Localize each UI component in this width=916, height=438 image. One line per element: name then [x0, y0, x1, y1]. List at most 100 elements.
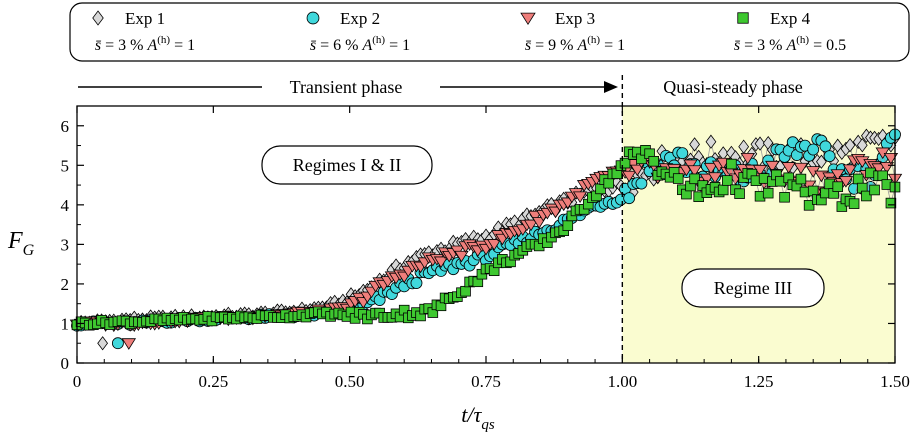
data-point — [823, 150, 836, 163]
data-point — [603, 177, 614, 189]
data-point — [527, 210, 543, 223]
data-point — [687, 165, 702, 177]
data-point — [869, 184, 880, 196]
data-point — [830, 169, 845, 181]
legend-frame — [69, 2, 910, 62]
legend-label: Exp 4 — [770, 9, 811, 28]
data-point — [885, 197, 897, 209]
legend-item: Exp 1 s̄ = 3 % A(h) = 1 — [92, 9, 195, 54]
data-point — [734, 188, 745, 199]
regime-3-label: Regime III — [714, 278, 792, 298]
data-point — [623, 192, 636, 205]
data-point — [703, 162, 719, 175]
data-point — [433, 256, 449, 269]
data-point — [460, 285, 471, 297]
legend: Exp 1 s̄ = 3 % A(h) = 1 Exp 2 s̄ = 6 % A(h)… — [69, 2, 910, 62]
y-tick-label: 2 — [61, 275, 70, 294]
regime-1-2-frame — [261, 145, 433, 185]
quasi-steady-phase-label: Quasi-steady phase — [663, 77, 802, 97]
outlier-point — [121, 338, 137, 350]
data-point — [740, 152, 755, 165]
y-axis-label-sub: G — [23, 242, 35, 259]
x-tick-label: 0 — [73, 372, 82, 391]
data-point — [807, 143, 820, 156]
regime-1-2-box: Regimes I & II — [261, 145, 433, 185]
legend-params: s̄ = 9 % A(h) = 1 — [525, 34, 625, 54]
data-point — [705, 134, 717, 149]
data-point — [883, 152, 899, 165]
legend-marker — [520, 12, 536, 26]
legend-params: s̄ = 3 % A(h) = 0.5 — [734, 34, 846, 54]
x-tick-label: 1.50 — [880, 372, 910, 391]
y-tick-label: 4 — [61, 196, 70, 215]
data-point — [523, 219, 539, 232]
data-point — [699, 173, 715, 186]
legend-item: Exp 4 s̄ = 3 % A(h) = 0.5 — [734, 9, 846, 54]
phase-header: Transient phase Quasi-steady phase — [78, 77, 803, 97]
data-point — [793, 162, 809, 175]
data-point — [762, 187, 774, 199]
data-point — [486, 239, 502, 251]
data-point — [676, 147, 689, 160]
data-point — [844, 138, 856, 153]
series-layer — [69, 128, 903, 351]
x-tick-label: 1.25 — [744, 372, 774, 391]
data-point — [454, 250, 469, 263]
y-tick-label: 1 — [61, 314, 70, 333]
y-tick-label: 0 — [61, 354, 70, 373]
legend-marker — [92, 10, 104, 26]
data-point — [722, 175, 733, 186]
legend-items: Exp 1 s̄ = 3 % A(h) = 1 Exp 2 s̄ = 6 % A(h)… — [92, 9, 846, 54]
y-axis-label: FG — [7, 228, 35, 259]
outlier-point — [97, 336, 109, 351]
legend-params: s̄ = 6 % A(h) = 1 — [310, 34, 410, 54]
legend-item: Exp 2 s̄ = 6 % A(h) = 1 — [306, 9, 410, 54]
data-point — [779, 191, 790, 203]
regime-3-frame — [681, 268, 825, 308]
data-point — [726, 158, 737, 170]
y-tick-label: 6 — [61, 117, 70, 136]
data-point — [410, 277, 423, 289]
transient-phase-label: Transient phase — [290, 77, 403, 97]
data-point — [754, 136, 766, 151]
data-point — [781, 162, 796, 174]
data-point — [562, 220, 574, 231]
legend-label: Exp 1 — [125, 9, 165, 28]
x-axis-label-main: t/τ — [461, 402, 482, 427]
regime-3-box: Regime III — [681, 268, 825, 308]
data-point — [832, 181, 844, 192]
data-point — [683, 159, 698, 172]
regime-1-2-label: Regimes I & II — [293, 155, 401, 175]
data-point — [630, 164, 645, 177]
data-point — [816, 154, 827, 169]
y-axis-label-main: F — [7, 228, 23, 254]
legend-marker — [306, 11, 320, 25]
data-point — [819, 140, 832, 153]
data-point — [852, 173, 864, 185]
legend-marker — [737, 12, 749, 24]
data-point — [717, 184, 729, 196]
data-point — [877, 170, 889, 182]
legend-item: Exp 3 s̄ = 9 % A(h) = 1 — [520, 9, 625, 54]
x-tick-label: 0.75 — [471, 372, 501, 391]
data-point — [765, 160, 780, 173]
data-point — [861, 190, 872, 202]
axis-ticks: 0 0.25 0.50 0.75 1.00 1.25 1.50 0 1 2 3 4 5 6 — [61, 106, 910, 391]
data-point — [707, 172, 723, 184]
plot-area: 0 0.25 0.50 0.75 1.00 1.25 1.50 0 1 2 3 4 5 6 Regimes… — [7, 75, 910, 433]
legend-params: s̄ = 3 % A(h) = 1 — [95, 34, 195, 54]
x-tick-label: 1.00 — [607, 372, 637, 391]
data-point — [619, 157, 631, 169]
x-axis-label: t/τqs — [461, 402, 495, 433]
legend-label: Exp 2 — [340, 9, 380, 28]
data-point — [635, 177, 648, 190]
data-point — [803, 200, 815, 211]
legend-label: Exp 3 — [555, 9, 595, 28]
transient-arrow-head — [604, 81, 618, 93]
x-axis-label-sub: qs — [481, 417, 495, 433]
data-point — [648, 155, 659, 167]
data-point — [672, 173, 684, 184]
data-point — [842, 164, 858, 177]
data-point — [621, 170, 637, 183]
